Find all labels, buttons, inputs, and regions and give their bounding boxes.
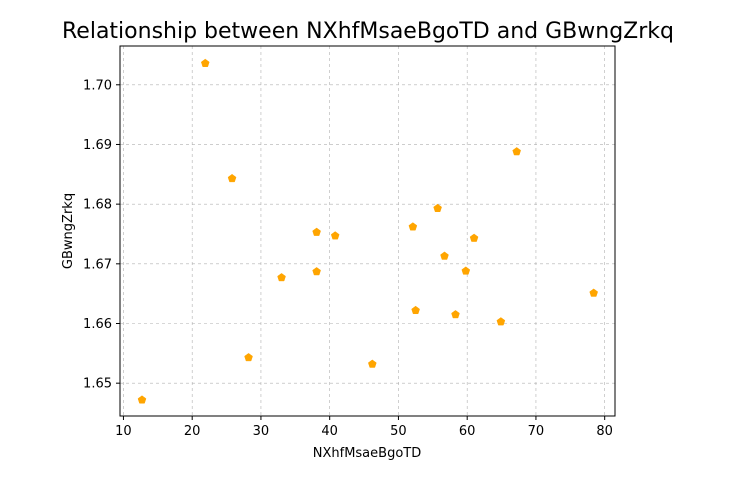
x-tick-label: 50 — [390, 424, 407, 439]
data-point — [277, 273, 286, 282]
y-tick-label: 1.68 — [83, 198, 112, 213]
data-point — [451, 310, 460, 319]
data-point — [330, 231, 340, 240]
data-point — [512, 147, 521, 156]
x-tick-label: 60 — [459, 424, 476, 439]
data-point — [433, 203, 442, 212]
data-point — [469, 233, 479, 242]
y-tick-label: 1.66 — [83, 317, 112, 332]
data-point — [312, 267, 321, 276]
data-point — [496, 317, 506, 326]
data-point — [200, 58, 210, 67]
y-tick-label: 1.69 — [83, 138, 112, 153]
data-points — [137, 58, 598, 404]
x-tick-label: 70 — [528, 424, 545, 439]
x-tick-label: 20 — [184, 424, 201, 439]
y-axis-ticks: 1.65 1.66 1.67 1.68 1.69 1.70 — [83, 78, 120, 392]
data-point — [461, 266, 471, 275]
y-tick-label: 1.65 — [83, 377, 112, 392]
x-tick-label: 30 — [253, 424, 270, 439]
x-axis-label: NXhfMsaeBgoTD — [313, 446, 421, 461]
x-tick-label: 80 — [596, 424, 613, 439]
data-point — [589, 288, 598, 297]
data-point — [440, 251, 449, 260]
data-point — [244, 353, 253, 362]
data-point — [408, 222, 418, 231]
data-point — [411, 305, 420, 315]
x-axis-ticks: 10 20 30 40 50 60 70 80 — [115, 416, 613, 439]
data-point — [137, 395, 147, 404]
data-point — [312, 227, 321, 236]
x-tick-label: 10 — [115, 424, 132, 439]
plot-area-frame — [119, 45, 616, 417]
y-tick-label: 1.67 — [83, 257, 112, 272]
grid — [120, 46, 615, 416]
data-point — [368, 359, 377, 368]
data-point — [227, 173, 237, 183]
x-tick-label: 40 — [321, 424, 338, 439]
y-axis-label: GBwngZrkq — [61, 193, 76, 269]
chart-title: Relationship between NXhfMsaeBgoTD and G… — [62, 19, 674, 44]
y-tick-label: 1.70 — [83, 78, 112, 93]
